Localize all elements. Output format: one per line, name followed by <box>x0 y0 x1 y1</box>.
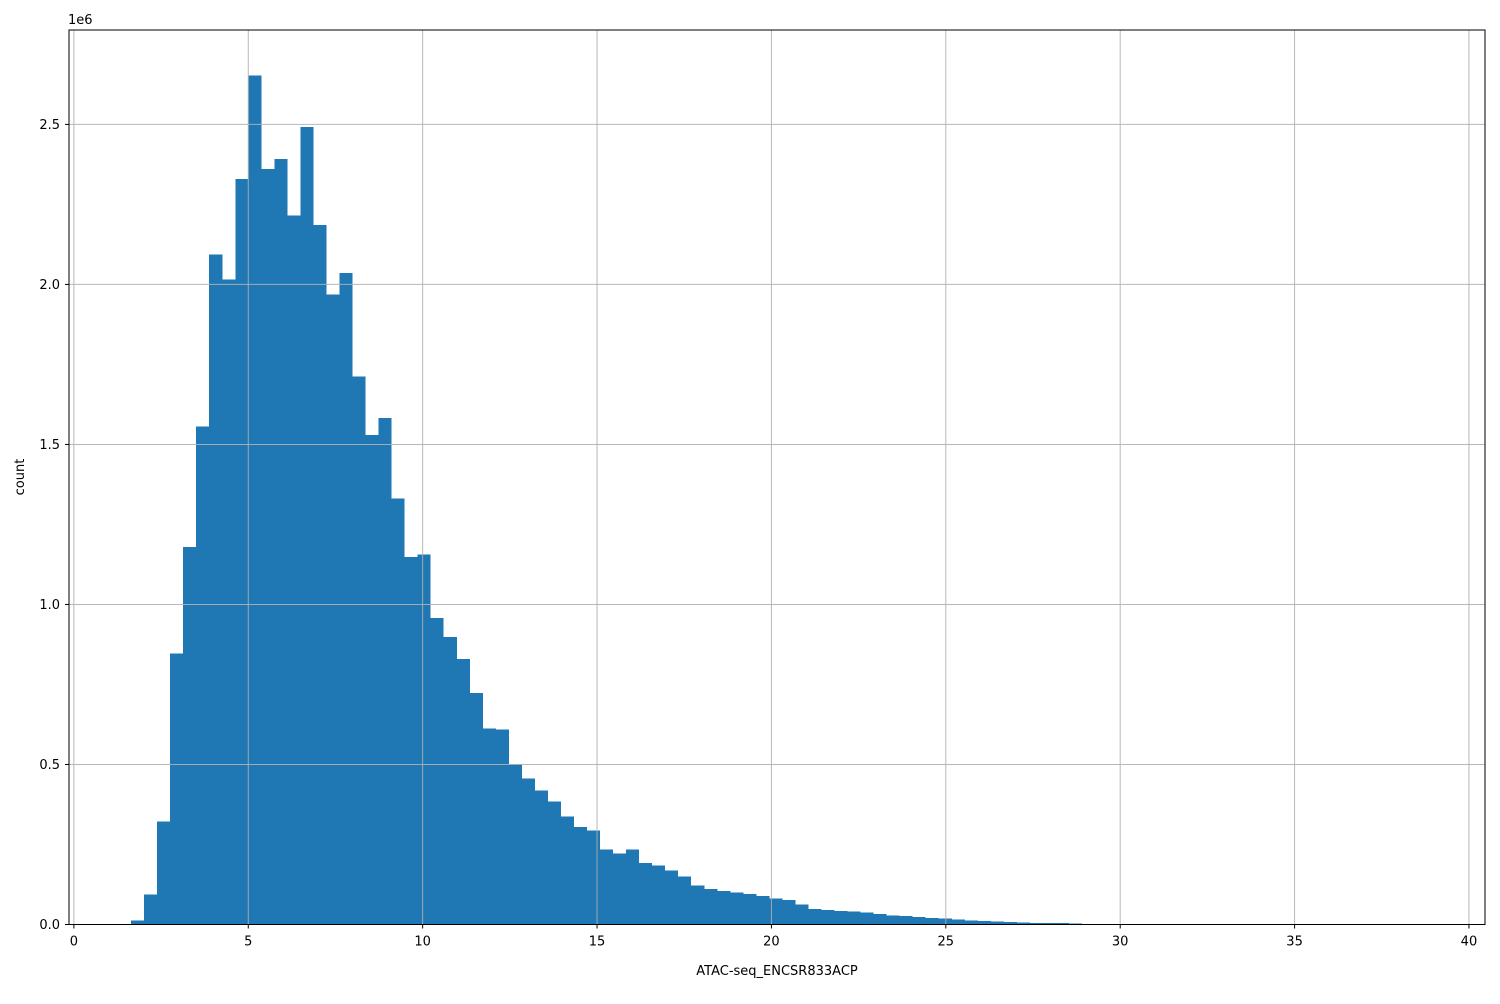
x-tick-label: 5 <box>244 935 252 950</box>
histogram-bar <box>613 853 627 925</box>
histogram-bar <box>691 885 705 925</box>
histogram-bar <box>1055 923 1069 925</box>
histogram-bar <box>378 418 392 925</box>
histogram-bar <box>222 279 236 925</box>
plot-spines <box>68 29 1486 925</box>
y-axis-label: count <box>13 459 28 496</box>
histogram-bar <box>1003 921 1017 925</box>
histogram-bar <box>938 918 952 925</box>
histogram-bar <box>274 158 288 925</box>
histogram-bar <box>886 915 900 925</box>
histogram-bar <box>157 821 171 925</box>
histogram-bar <box>990 921 1004 925</box>
y-axis-offset-label: 1e6 <box>68 13 93 28</box>
histogram-bar <box>587 830 601 925</box>
histogram-bar <box>652 865 666 925</box>
histogram-bar <box>183 546 197 925</box>
histogram-bar <box>600 849 614 925</box>
histogram-bar <box>547 801 561 925</box>
histogram-bar <box>847 911 861 925</box>
histogram-bar <box>404 557 418 925</box>
histogram-bar <box>756 896 770 925</box>
histogram-bar <box>704 888 718 925</box>
tick-labels-group: 0 5 10 15 20 25 30 35 40 0.0 0.5 1.0 1.5 2.0 2.5 <box>39 118 1477 950</box>
histogram-bar <box>456 659 470 925</box>
histogram-bar <box>508 764 522 925</box>
histogram-bar <box>443 636 457 925</box>
histogram-bar <box>769 898 783 925</box>
histogram-bar <box>196 426 210 925</box>
histogram-bar <box>144 894 158 925</box>
histogram-bar <box>665 870 679 925</box>
histogram-bar <box>717 890 731 925</box>
histogram-bar <box>951 919 965 925</box>
histogram-bar <box>730 892 744 925</box>
histogram-bar <box>977 920 991 925</box>
histogram-bar <box>417 554 431 925</box>
x-tick-label: 25 <box>938 935 955 950</box>
histogram-bar <box>235 178 249 925</box>
histogram-bar <box>365 434 379 925</box>
histogram-bar <box>1029 922 1043 925</box>
y-tick-label: 2.0 <box>39 278 60 293</box>
histogram-bar <box>639 863 653 925</box>
histogram-bar <box>261 169 275 925</box>
y-tick-label: 1.0 <box>39 598 60 613</box>
histogram-bar <box>573 826 588 925</box>
histogram-bar <box>495 729 509 925</box>
histogram-bar <box>1042 923 1056 925</box>
histogram-bar <box>899 915 913 925</box>
x-tick-label: 0 <box>70 935 78 950</box>
histogram-bar <box>834 911 848 925</box>
y-tick-label: 0.0 <box>39 918 60 933</box>
x-axis-label: ATAC-seq_ENCSR833ACP <box>696 964 858 979</box>
x-tick-label: 20 <box>763 935 780 950</box>
histogram-bar <box>534 790 548 925</box>
x-tick-label: 40 <box>1461 935 1478 950</box>
histogram-bar <box>743 894 757 925</box>
histogram-bar <box>339 273 353 925</box>
histogram-bar <box>287 215 301 925</box>
histogram-bar <box>313 224 327 925</box>
histogram-bar <box>469 693 483 925</box>
axes-group <box>65 29 1486 929</box>
x-tick-label: 35 <box>1286 935 1303 950</box>
histogram-bar <box>248 75 262 925</box>
x-tick-label: 30 <box>1112 935 1129 950</box>
y-tick-label: 0.5 <box>39 758 60 773</box>
x-tick-label: 10 <box>414 935 431 950</box>
histogram-bar <box>560 816 574 925</box>
histogram-bar <box>873 913 887 925</box>
histogram-bar <box>626 849 640 925</box>
histogram-bar <box>482 728 496 925</box>
y-tick-label: 2.5 <box>39 118 60 133</box>
histogram-bar <box>925 917 939 925</box>
histogram-bar <box>300 126 314 925</box>
histogram-bar <box>808 909 822 925</box>
histogram-bar <box>782 900 796 925</box>
histogram-bar <box>964 920 978 925</box>
histogram-bar <box>430 618 444 925</box>
histogram-bars-group <box>131 75 1096 925</box>
histogram-bar <box>821 910 835 925</box>
histogram-bar <box>326 294 340 925</box>
histogram-bar <box>860 912 874 925</box>
histogram-bar <box>678 876 692 925</box>
histogram-bar <box>1016 922 1030 925</box>
histogram-bar <box>170 653 184 925</box>
histogram-bar <box>352 376 366 925</box>
histogram-bar <box>131 920 145 925</box>
histogram-bar <box>209 254 223 925</box>
histogram-bar <box>795 904 809 925</box>
x-tick-label: 15 <box>589 935 606 950</box>
histogram-bar <box>912 916 926 925</box>
histogram-bar <box>521 778 535 925</box>
y-tick-label: 1.5 <box>39 438 60 453</box>
histogram-bar <box>391 498 405 925</box>
